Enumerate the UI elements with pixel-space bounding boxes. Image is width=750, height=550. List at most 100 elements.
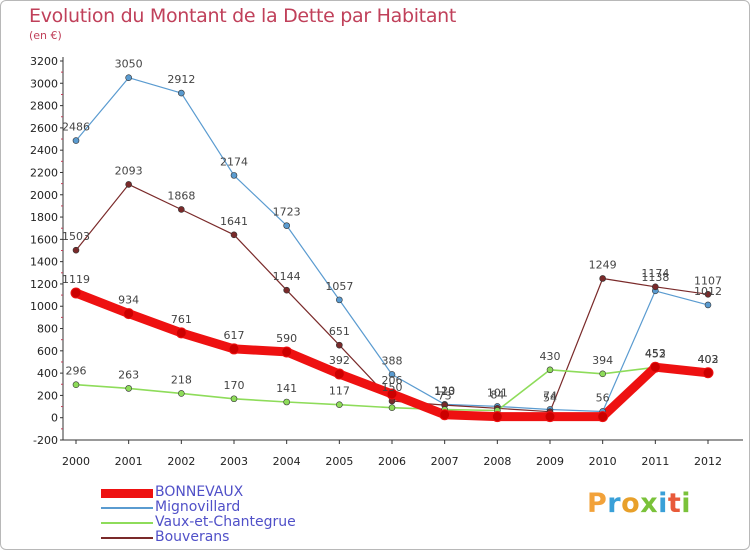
data-label-vaux-et-chantegrue: 141 — [276, 382, 297, 395]
data-label-mignovillard: 2174 — [220, 155, 248, 168]
data-point-bonnevaux — [544, 411, 556, 423]
y-tick-label: 3000 — [30, 77, 58, 90]
data-point-vaux-et-chantegrue — [125, 385, 132, 392]
y-tick-label: 0 — [51, 412, 58, 425]
legend-label: Vaux-et-Chantegrue — [155, 514, 296, 530]
data-label-bonnevaux: 403 — [698, 353, 719, 366]
data-label-mignovillard: 388 — [382, 354, 403, 367]
x-tick-label: 2012 — [694, 455, 722, 468]
data-point-bonnevaux — [175, 327, 187, 339]
data-point-bonnevaux — [491, 411, 503, 423]
y-tick-label: 2800 — [30, 100, 58, 113]
data-point-bouverans — [652, 283, 659, 291]
data-label-vaux-et-chantegrue: 430 — [540, 350, 561, 363]
logo-letter: t — [667, 488, 682, 519]
y-tick-label: 2200 — [30, 166, 58, 179]
data-point-bonnevaux — [702, 367, 714, 379]
data-point-bouverans — [72, 246, 80, 254]
data-point-bonnevaux — [333, 368, 345, 380]
chart-title: Evolution du Montant de la Dette par Hab… — [29, 5, 457, 27]
proxiti-logo: Proxiti — [587, 488, 691, 519]
data-label-bonnevaux: 453 — [645, 347, 666, 360]
data-label-vaux-et-chantegrue: 218 — [171, 373, 192, 386]
data-label-bouverans: 1868 — [167, 189, 195, 202]
y-tick-label: 2000 — [30, 189, 58, 202]
y-tick-label: 1800 — [30, 211, 58, 224]
y-tick-label: 1000 — [30, 300, 58, 313]
data-point-bonnevaux — [123, 308, 135, 320]
data-label-bonnevaux: 934 — [118, 294, 139, 307]
data-label-bonnevaux: 617 — [224, 329, 245, 342]
x-tick-label: 2008 — [483, 455, 511, 468]
legend-label: Bouverans — [155, 529, 230, 545]
y-tick-label: 800 — [37, 323, 58, 336]
data-label-vaux-et-chantegrue: 402 — [698, 353, 719, 366]
data-label-mignovillard: 56 — [596, 391, 610, 404]
x-tick-label: 2004 — [273, 455, 301, 468]
data-point-vaux-et-chantegrue — [283, 398, 290, 406]
logo-letter: P — [587, 488, 608, 519]
data-point-bonnevaux — [70, 287, 82, 299]
data-label-vaux-et-chantegrue: 296 — [66, 365, 87, 378]
data-label-bouverans: 1249 — [589, 258, 617, 271]
data-point-bouverans — [283, 286, 290, 294]
data-point-bonnevaux — [281, 346, 293, 358]
data-label-mignovillard: 1057 — [325, 280, 353, 293]
data-point-bouverans — [230, 231, 238, 239]
data-point-mignovillard — [283, 222, 290, 229]
data-point-vaux-et-chantegrue — [72, 381, 80, 389]
logo-letter: x — [640, 488, 659, 519]
data-label-bouverans: 150 — [382, 381, 403, 394]
data-point-vaux-et-chantegrue — [336, 401, 343, 408]
x-tick-label: 2002 — [167, 455, 195, 468]
logo-letter: i — [658, 488, 668, 519]
data-label-vaux-et-chantegrue: 117 — [329, 385, 350, 398]
data-label-bouverans: 1107 — [694, 274, 722, 287]
y-tick-label: 2600 — [30, 122, 58, 135]
data-point-bouverans — [125, 181, 132, 188]
data-point-bouverans — [178, 206, 185, 213]
data-label-bonnevaux: 206 — [382, 374, 403, 387]
data-point-mignovillard — [230, 172, 238, 179]
data-point-vaux-et-chantegrue — [599, 370, 606, 378]
data-point-mignovillard — [72, 137, 80, 144]
data-label-mignovillard: 1138 — [641, 271, 669, 284]
legend-item: Bouverans — [101, 529, 401, 546]
x-tick-label: 2003 — [220, 455, 248, 468]
data-label-vaux-et-chantegrue: 73 — [438, 390, 452, 403]
data-label-bouverans: 1641 — [220, 215, 248, 228]
data-label-bouverans: 1503 — [62, 230, 90, 243]
data-label-vaux-et-chantegrue: 394 — [592, 354, 613, 367]
legend-swatch — [101, 522, 153, 524]
data-label-bonnevaux: 761 — [171, 313, 192, 326]
data-label-mignovillard: 1012 — [694, 285, 722, 298]
data-label-vaux-et-chantegrue: 170 — [224, 379, 245, 392]
legend-item: BONNEVAUX — [101, 484, 401, 501]
y-tick-label: -200 — [33, 434, 58, 447]
legend-label: Mignovillard — [155, 499, 241, 515]
y-tick-label: 1600 — [30, 233, 58, 246]
x-tick-label: 2005 — [325, 455, 353, 468]
y-tick-label: 2400 — [30, 144, 58, 157]
y-tick-label: 1200 — [30, 278, 58, 291]
logo-letter: r — [607, 488, 622, 519]
legend-item: Vaux-et-Chantegrue — [101, 514, 401, 531]
data-label-bouverans: 84 — [490, 388, 504, 401]
data-point-vaux-et-chantegrue — [388, 404, 396, 411]
data-label-mignovillard: 120 — [434, 384, 455, 397]
axes: -200 0 200 400 600 800 1000 1200 1400 1600 1800 200… — [30, 55, 743, 468]
data-label-mignovillard: 1723 — [273, 206, 301, 219]
data-label-bouverans: 54 — [543, 392, 557, 405]
data-point-mignovillard — [336, 296, 343, 304]
x-tick-label: 2000 — [62, 455, 90, 468]
x-tick-label: 2006 — [378, 455, 406, 468]
data-label-mignovillard: 2912 — [167, 73, 195, 86]
data-label-bonnevaux: 392 — [329, 354, 350, 367]
data-point-mignovillard — [178, 89, 185, 97]
data-label-bonnevaux: 1119 — [62, 273, 90, 286]
x-tick-label: 2009 — [536, 455, 564, 468]
legend-swatch — [101, 537, 153, 539]
unit-label: (en €) — [29, 29, 62, 42]
data-label-vaux-et-chantegrue: 452 — [645, 347, 666, 360]
